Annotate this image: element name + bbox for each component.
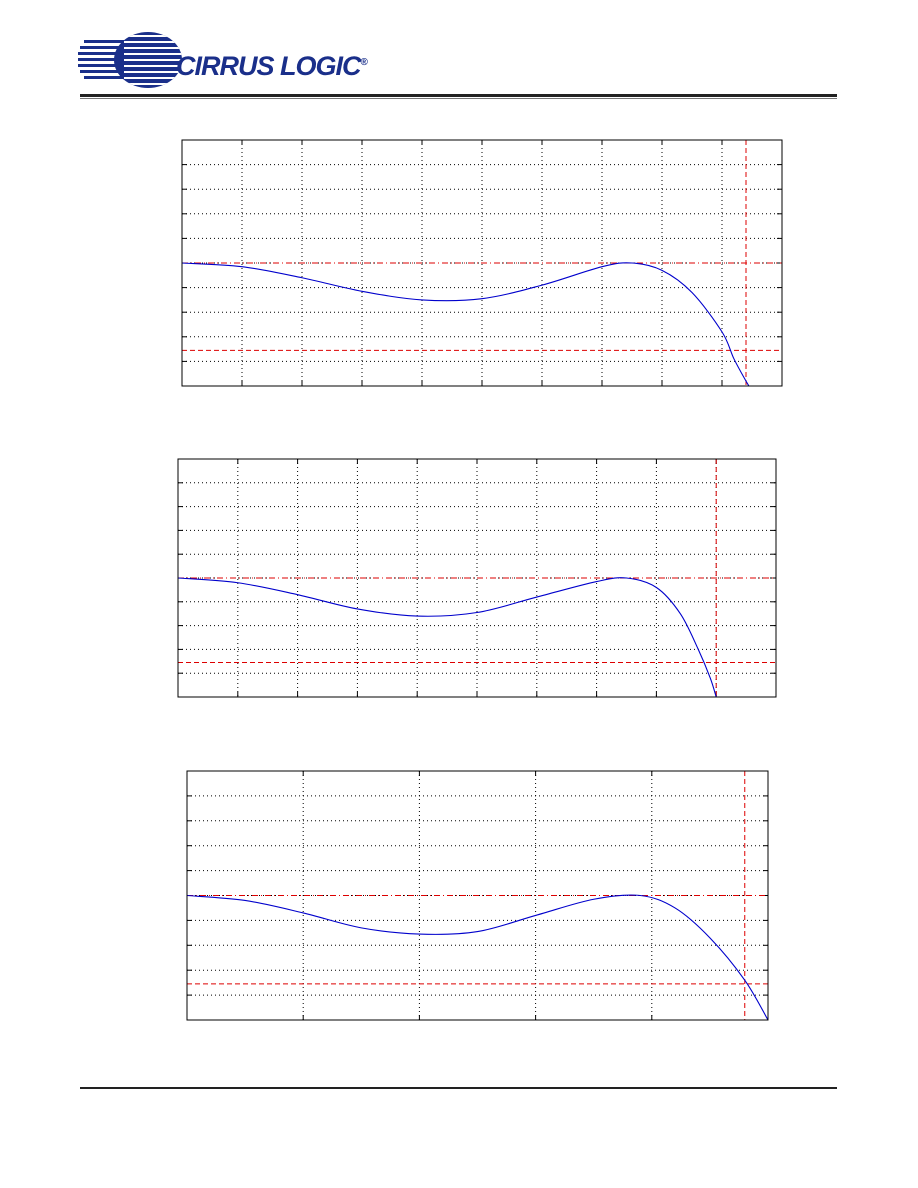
frequency-response-chart-1: [181, 139, 783, 387]
plot-frame: [186, 770, 769, 1021]
plot-frame: [177, 458, 777, 698]
brand-text: CIRRUS LOGIC®: [176, 51, 368, 81]
footer-rule: [80, 1087, 837, 1089]
response-curve: [187, 894, 768, 1020]
cirrus-logic-logo: CIRRUS LOGIC®: [78, 30, 368, 94]
header-rule: [80, 94, 837, 97]
response-curve: [178, 577, 717, 697]
frequency-response-chart-2: [177, 458, 777, 698]
logo-globe-icon: [78, 32, 182, 88]
response-curve: [182, 262, 750, 386]
frequency-response-chart-3: [186, 770, 769, 1021]
plot-frame: [181, 139, 783, 387]
header-rule-thin: [80, 98, 837, 99]
